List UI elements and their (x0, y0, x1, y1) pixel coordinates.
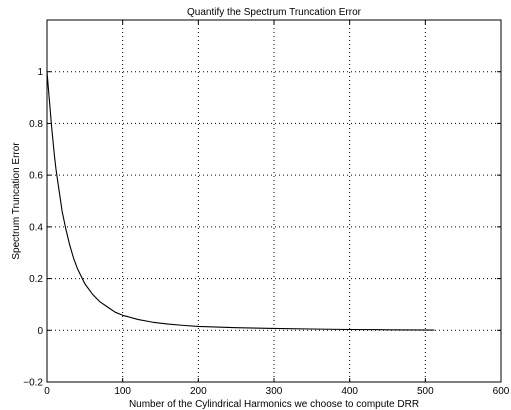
grid (47, 20, 501, 382)
x-tick-label: 100 (114, 386, 131, 397)
y-tick-label: 0 (37, 326, 43, 337)
x-tick-label: 400 (341, 386, 358, 397)
x-axis-title: Number of the Cylindrical Harmonics we c… (129, 399, 419, 410)
y-tick-label: 0.6 (29, 171, 43, 182)
series-layer (46, 71, 435, 331)
series-line (46, 71, 435, 331)
y-tick-label: 1 (37, 67, 43, 78)
x-tick-label: 300 (266, 386, 283, 397)
y-tick-label: −0.2 (23, 378, 43, 389)
x-tick-label: 600 (493, 386, 510, 397)
chart-title: Quantify the Spectrum Truncation Error (187, 7, 362, 18)
y-tick-label: 0.8 (29, 119, 43, 130)
x-tick-label: 0 (44, 386, 50, 397)
y-tick-label: 0.4 (29, 222, 43, 233)
y-tick-label: 0.2 (29, 274, 43, 285)
y-axis-title: Spectrum Truncation Error (11, 142, 22, 260)
ticks: 0 100 200 300 400 500 600−0.200.20.40.60.81 (23, 20, 510, 397)
x-tick-label: 200 (190, 386, 207, 397)
x-tick-label: 500 (417, 386, 434, 397)
